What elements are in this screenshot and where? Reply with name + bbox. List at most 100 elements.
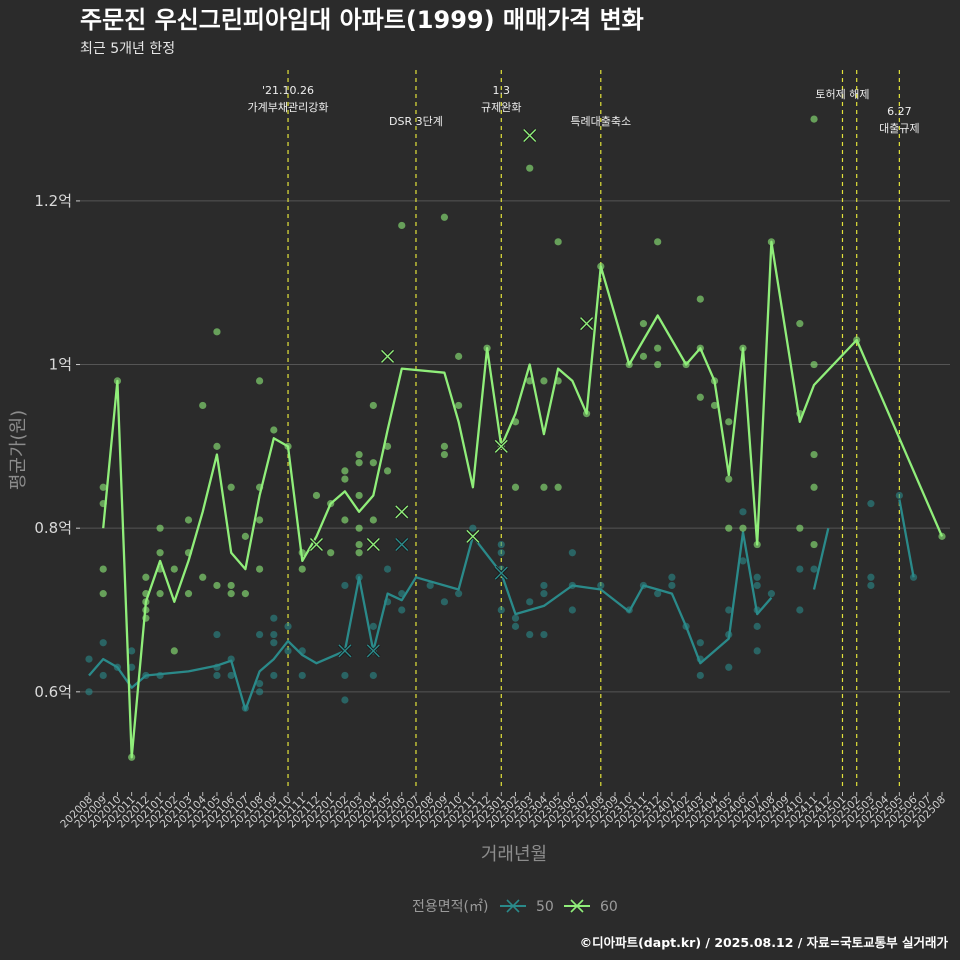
data-point (696, 671, 704, 680)
data-point (383, 442, 392, 450)
y-tick-label: 1.2억 (34, 192, 72, 210)
data-point (341, 467, 349, 475)
data-point (725, 663, 733, 671)
data-point (725, 606, 733, 614)
y-axis-label: 평균가(원) (8, 410, 29, 490)
data-point (639, 352, 648, 360)
series-50 (85, 491, 918, 712)
data-point (369, 401, 377, 410)
data-point (810, 483, 818, 491)
data-point (597, 581, 605, 590)
data-point (753, 581, 761, 590)
data-point (440, 598, 449, 606)
data-point (99, 565, 107, 573)
data-point (256, 680, 264, 688)
cross-marker (366, 538, 380, 552)
data-point (440, 442, 449, 450)
data-point (227, 671, 235, 680)
data-point (341, 475, 349, 483)
data-point (796, 524, 804, 532)
data-point (639, 320, 648, 328)
data-point (341, 671, 349, 680)
data-point (142, 573, 150, 581)
data-point (170, 565, 178, 573)
data-point (156, 549, 164, 557)
data-point (796, 606, 804, 614)
cross-marker (580, 317, 594, 331)
legend-items: 50 60 (500, 899, 618, 915)
data-point (725, 418, 733, 426)
data-point (540, 630, 548, 639)
data-point (554, 483, 562, 491)
legend-label: 60 (600, 899, 618, 915)
data-point (256, 688, 264, 696)
data-point (540, 377, 548, 385)
data-point (355, 450, 363, 459)
cross-marker (395, 538, 409, 552)
data-point (341, 516, 349, 524)
data-point (227, 590, 235, 598)
data-point (469, 524, 477, 532)
cross-marker (366, 644, 380, 658)
data-point (668, 581, 676, 590)
data-point (753, 647, 761, 655)
data-point (511, 614, 520, 622)
data-point (170, 647, 178, 655)
legend: 전용면적(㎡) 50 60 (412, 899, 618, 915)
data-point (341, 581, 349, 590)
data-point (739, 508, 747, 516)
data-point (369, 459, 377, 467)
data-point (355, 459, 363, 467)
data-point (810, 540, 818, 549)
data-point (696, 393, 704, 401)
event-label: 1.3 규제완화 (481, 84, 521, 114)
data-point (398, 221, 406, 230)
data-point (213, 328, 221, 336)
data-point (270, 639, 278, 647)
data-point (440, 450, 449, 459)
data-point (455, 401, 463, 410)
data-point (810, 450, 818, 459)
legend-title: 전용면적(㎡) (412, 899, 488, 915)
data-point (383, 565, 392, 573)
data-point (654, 590, 662, 598)
data-point (568, 606, 576, 614)
series-line (88, 531, 773, 711)
legend-swatch-cross (570, 899, 584, 913)
data-point (298, 565, 306, 573)
data-point (213, 671, 221, 680)
data-point (270, 630, 278, 639)
data-point (213, 630, 221, 639)
data-point (156, 590, 164, 598)
data-point (284, 622, 292, 630)
data-point (455, 590, 463, 598)
data-point (767, 590, 776, 598)
data-point (213, 581, 221, 590)
data-point (739, 524, 747, 532)
y-tick-label: 1억 (49, 356, 72, 374)
data-point (810, 565, 818, 573)
data-point (213, 442, 221, 450)
data-point (725, 475, 733, 483)
data-point (355, 549, 363, 557)
chart-subtitle: 최근 5개년 한정 (80, 41, 175, 57)
data-point (99, 483, 107, 491)
event-label: '21.10.26 가계부채관리강화 (248, 84, 329, 114)
data-point (497, 549, 505, 557)
y-tick-label: 0.6억 (34, 683, 72, 701)
data-point (867, 573, 875, 581)
data-point (369, 622, 377, 630)
data-point (753, 622, 761, 630)
data-point (540, 590, 548, 598)
data-point (725, 524, 733, 532)
chart-title: 주문진 우신그린피아임대 아파트(1999) 매매가격 변화 (80, 6, 644, 34)
data-point (227, 581, 235, 590)
event-label: 토허제 해제 (815, 87, 869, 101)
x-axis-label: 거래년월 (481, 844, 547, 865)
data-point (654, 360, 662, 369)
data-point (497, 606, 505, 614)
cross-marker (494, 566, 508, 580)
data-point (298, 671, 306, 680)
